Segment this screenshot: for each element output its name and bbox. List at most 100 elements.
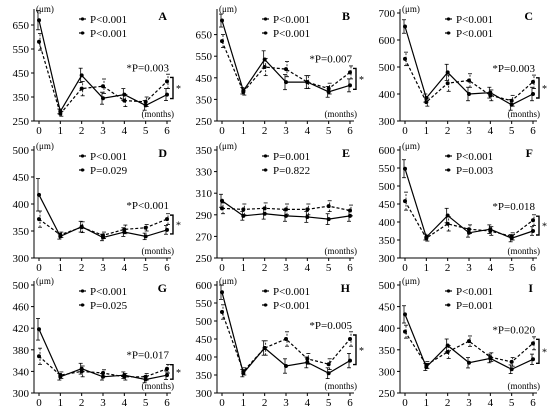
y-tick-label: 450 <box>379 302 396 314</box>
data-point <box>348 83 352 88</box>
data-point <box>220 18 224 23</box>
x-tick-label: 6 <box>347 262 353 274</box>
x-tick-label: 4 <box>305 125 311 137</box>
x-tick-label: 0 <box>402 125 408 137</box>
data-point <box>467 227 471 232</box>
data-point <box>220 290 224 295</box>
y-tick-label: 450 <box>196 73 213 85</box>
panel-letter: D <box>158 146 167 160</box>
data-point <box>262 346 267 350</box>
legend-marker <box>80 17 85 21</box>
panel-letter: A <box>158 9 167 23</box>
data-point <box>488 93 493 98</box>
x-tick-label: 6 <box>347 397 353 407</box>
y-unit-label: (μm) <box>219 141 237 151</box>
data-point <box>165 227 169 232</box>
legend-label: P<0.001 <box>90 28 127 40</box>
y-tick-label: 340 <box>13 366 30 378</box>
data-point <box>284 67 288 72</box>
legend-marker <box>446 303 451 307</box>
legend-marker <box>446 31 451 35</box>
y-tick-label: 600 <box>379 35 396 47</box>
y-tick-label: 300 <box>379 253 396 265</box>
panel-c: 300 400 500 600 700 0 1 2 3 4 5 6 (μm) (months) C P<0.0… <box>379 4 548 137</box>
y-tick-label: 450 <box>379 199 396 211</box>
panel-d: 300 350 400 450 500 0 1 2 3 4 5 6 (μm) (months) D P<0.0… <box>13 141 182 274</box>
legend-marker <box>263 289 268 293</box>
data-point <box>37 327 41 332</box>
y-unit-label: (μm) <box>402 276 420 286</box>
x-tick-label: 0 <box>36 397 42 407</box>
y-tick-label: 250 <box>379 388 396 400</box>
data-point <box>122 227 127 232</box>
legend-label: P<0.001 <box>273 14 310 26</box>
panel-letter: F <box>526 146 533 160</box>
y-tick-label: 460 <box>13 302 30 314</box>
x-tick-label: 6 <box>347 125 353 137</box>
data-point <box>326 217 331 222</box>
y-tick-label: 450 <box>196 334 213 346</box>
x-tick-label: 4 <box>305 397 311 407</box>
data-point <box>220 39 224 44</box>
data-point <box>101 84 105 89</box>
panel-letter: G <box>158 281 167 295</box>
y-tick-label: 500 <box>13 145 30 157</box>
data-point <box>403 24 407 29</box>
y-tick-label: 310 <box>196 188 213 200</box>
significance-bracket <box>536 215 540 236</box>
panel-letter: H <box>341 281 351 295</box>
y-unit-label: (μm) <box>402 141 420 151</box>
x-unit-label: (months) <box>142 109 175 119</box>
significance-bracket <box>170 214 174 235</box>
x-tick-label: 1 <box>58 262 64 274</box>
data-point <box>424 236 429 241</box>
data-point <box>424 362 429 367</box>
panel-b: 250 350 450 550 650 0 1 2 3 4 5 6 (μm) (months) B P<0.0… <box>196 4 365 137</box>
x-tick-label: 4 <box>488 125 494 137</box>
x-unit-label: (months) <box>508 246 541 256</box>
x-tick-label: 4 <box>122 262 128 274</box>
y-tick-label: 500 <box>379 280 396 292</box>
y-tick-label: 380 <box>13 345 30 357</box>
panel-letter: I <box>528 281 533 295</box>
data-point <box>165 217 169 222</box>
panel-letter: C <box>524 9 533 23</box>
x-tick-label: 0 <box>219 262 225 274</box>
data-point <box>348 358 352 363</box>
x-tick-label: 5 <box>509 397 515 407</box>
x-tick-label: 5 <box>326 397 332 407</box>
data-point <box>37 217 41 222</box>
x-tick-label: 0 <box>36 125 42 137</box>
significance-bracket <box>170 364 174 380</box>
data-point <box>348 70 352 75</box>
y-tick-label: 550 <box>196 298 213 310</box>
significance-annotation: *P=0.005 <box>309 320 352 332</box>
data-point <box>58 373 63 378</box>
data-point <box>326 86 331 91</box>
y-tick-label: 250 <box>13 116 30 128</box>
data-point <box>509 359 514 364</box>
y-unit-label: (μm) <box>36 276 54 286</box>
data-point <box>348 337 352 341</box>
data-point <box>445 221 450 226</box>
y-tick-label: 350 <box>196 370 213 382</box>
y-tick-label: 450 <box>13 68 30 80</box>
legend-label: P=0.003 <box>456 165 494 177</box>
data-point <box>143 234 148 239</box>
y-tick-label: 300 <box>379 116 396 128</box>
data-point <box>220 310 224 314</box>
x-unit-label: (months) <box>325 381 358 391</box>
x-tick-label: 2 <box>445 125 451 137</box>
y-tick-label: 400 <box>379 323 396 335</box>
x-tick-label: 2 <box>445 397 451 407</box>
data-point <box>326 204 331 209</box>
legend-marker <box>263 303 268 307</box>
x-tick-label: 3 <box>100 397 106 407</box>
y-tick-label: 300 <box>13 253 30 265</box>
x-tick-label: 5 <box>326 262 332 274</box>
data-point <box>326 362 331 367</box>
x-tick-label: 4 <box>305 262 311 274</box>
panel-a: 250 350 450 550 650 0 1 2 3 4 5 6 (μm) (months) A P<0.0… <box>13 4 182 137</box>
x-tick-label: 2 <box>79 125 85 137</box>
x-tick-label: 6 <box>164 125 170 137</box>
